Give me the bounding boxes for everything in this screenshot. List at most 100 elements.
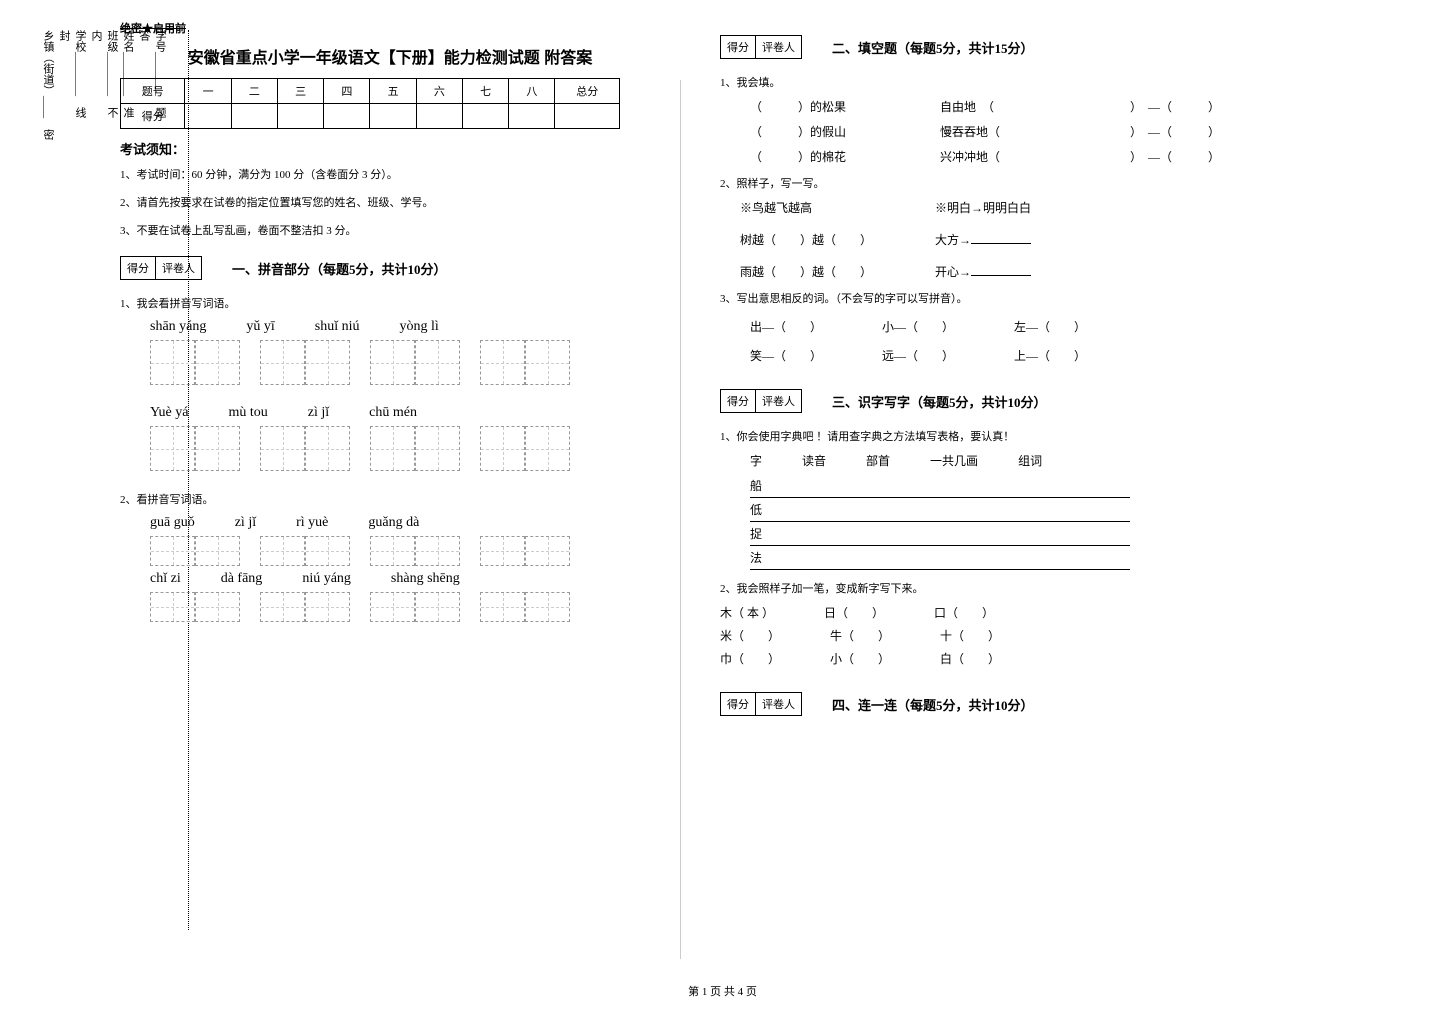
pinyin-text: rì yuè (296, 515, 328, 531)
left-column: 绝密★启用前 安徽省重点小学一年级语文【下册】能力检测试题 附答案 题号 一 二… (120, 20, 660, 731)
char-box[interactable] (260, 426, 305, 471)
table-header: 三 (277, 79, 323, 104)
table-row: 题号 一 二 三 四 五 六 七 八 总分 (121, 79, 620, 104)
fill-row: 树越（ ）越（ ） 大方→ (740, 231, 1360, 248)
char-box[interactable] (305, 426, 350, 471)
question-text: 2、我会照样子加一笔，变成新字写下来。 (720, 580, 1360, 596)
char-box[interactable] (260, 592, 305, 622)
char-box[interactable] (305, 536, 350, 566)
dict-col: 字 (750, 452, 762, 469)
score-label: 得分 (721, 693, 756, 715)
antonym-row: 笑—（ ） 远—（ ） 上—（ ） (750, 347, 1360, 364)
char-box[interactable] (525, 536, 570, 566)
section-header: 得分 评卷人 三、识字写字（每题5分，共计10分） (720, 389, 1360, 413)
dict-row[interactable]: 低 (750, 498, 1130, 522)
margin-label: 乡镇（街道） (42, 30, 54, 96)
pinyin-row: guā guǒ zì jǐ rì yuè guǎng dà (150, 515, 660, 531)
fill-text: 开心→ (935, 265, 971, 279)
fill-item: （ ）的假山 (750, 123, 900, 140)
antonym-item: 出—（ ） (750, 318, 822, 335)
char-box[interactable] (195, 426, 240, 471)
char-box[interactable] (370, 426, 415, 471)
margin-label: 姓名 (122, 30, 134, 52)
char-box[interactable] (370, 592, 415, 622)
char-box[interactable] (525, 592, 570, 622)
fill-item: （ ）的棉花 (750, 148, 900, 165)
pinyin-row: shān yáng yǔ yī shuǐ niú yòng lì (150, 319, 660, 335)
margin-label: 学校 (74, 30, 86, 52)
example-row: ※鸟越飞越高 ※明白→明明白白 (740, 199, 1360, 216)
char-box[interactable] (480, 340, 525, 385)
char-boxes-row (150, 536, 660, 566)
char-box[interactable] (195, 340, 240, 385)
section-title: 四、连一连（每题5分，共计10分） (832, 695, 1034, 714)
section-header: 得分 评卷人 一、拼音部分（每题5分，共计10分） (120, 256, 660, 280)
char-box[interactable] (525, 340, 570, 385)
dict-row[interactable]: 捉 (750, 522, 1130, 546)
char-box[interactable] (260, 340, 305, 385)
margin-label: 学号 (154, 30, 166, 52)
char-box[interactable] (150, 340, 195, 385)
antonym-item: 上—（ ） (1014, 347, 1086, 364)
char-box[interactable] (370, 536, 415, 566)
char-box[interactable] (305, 592, 350, 622)
char-box[interactable] (415, 592, 460, 622)
antonym-row: 出—（ ） 小—（ ） 左—（ ） (750, 318, 1360, 335)
char-box[interactable] (195, 592, 240, 622)
char-box[interactable] (260, 536, 305, 566)
char-box[interactable] (195, 536, 240, 566)
fill-row: （ ）的棉花 兴冲冲地（ ） —（ ） (750, 148, 1360, 165)
table-header: 八 (509, 79, 555, 104)
char-boxes-row (150, 592, 660, 622)
dict-row[interactable]: 法 (750, 546, 1130, 570)
score-label: 得分 (721, 36, 756, 58)
dict-header: 字 读音 部首 一共几画 组词 (750, 452, 1360, 469)
antonym-item: 远—（ ） (882, 347, 954, 364)
question-text: 1、我会看拼音写词语。 (120, 295, 660, 311)
blank-line[interactable] (971, 243, 1031, 244)
stroke-item: 牛（ ） (830, 627, 890, 644)
notice-item: 3、不要在试卷上乱写乱画，卷面不整洁扣 3 分。 (120, 222, 660, 242)
char-box[interactable] (415, 340, 460, 385)
char-box[interactable] (415, 536, 460, 566)
stroke-item: 米（ ） (720, 627, 780, 644)
table-header: 二 (231, 79, 277, 104)
score-label: 得分 (721, 390, 756, 412)
char-box[interactable] (525, 426, 570, 471)
char-box[interactable] (305, 340, 350, 385)
fill-text: 雨越（ ）越（ ） (740, 265, 872, 279)
dict-col: 一共几画 (930, 452, 978, 469)
score-box: 得分 评卷人 (720, 389, 802, 413)
fill-item: 慢吞吞地（ (940, 123, 1090, 140)
dict-col: 组词 (1018, 452, 1042, 469)
stroke-row: 巾（ ） 小（ ） 白（ ） (720, 650, 1360, 667)
notice-item: 2、请首先按要求在试卷的指定位置填写您的姓名、班级、学号。 (120, 194, 660, 214)
fill-item: （ ）的松果 (750, 98, 900, 115)
example-text: ※明白→明明白白 (935, 201, 1031, 215)
question-text: 2、照样子，写一写。 (720, 175, 1360, 191)
char-box[interactable] (415, 426, 460, 471)
dict-col: 部首 (866, 452, 890, 469)
fill-item: 自由地 （ (940, 98, 1090, 115)
grader-label: 评卷人 (756, 390, 801, 412)
notice-item: 1、考试时间：60 分钟，满分为 100 分（含卷面分 3 分）。 (120, 166, 660, 186)
char-box[interactable] (150, 592, 195, 622)
char-box[interactable] (150, 426, 195, 471)
dict-row[interactable]: 船 (750, 474, 1130, 498)
char-box[interactable] (150, 536, 195, 566)
question-text: 1、你会使用字典吧 ！请用查字典之方法填写表格，要认真！ (720, 428, 1360, 444)
char-box[interactable] (480, 592, 525, 622)
fill-row: （ ）的假山 慢吞吞地（ ） —（ ） (750, 123, 1360, 140)
section-title: 三、识字写字（每题5分，共计10分） (832, 392, 1047, 411)
char-box[interactable] (480, 426, 525, 471)
blank-line[interactable] (971, 275, 1031, 276)
char-box[interactable] (370, 340, 415, 385)
exam-title: 安徽省重点小学一年级语文【下册】能力检测试题 附答案 (120, 44, 660, 68)
right-column: 得分 评卷人 二、填空题（每题5分，共计15分） 1、我会填。 （ ）的松果 自… (720, 20, 1360, 731)
char-box[interactable] (480, 536, 525, 566)
score-box: 得分 评卷人 (720, 35, 802, 59)
stroke-row: 木（ 本 ） 日（ ） 口（ ） (720, 604, 1360, 621)
table-header: 五 (370, 79, 416, 104)
fill-row: （ ）的松果 自由地 （ ） —（ ） (750, 98, 1360, 115)
fill-text: 大方→ (935, 233, 971, 247)
